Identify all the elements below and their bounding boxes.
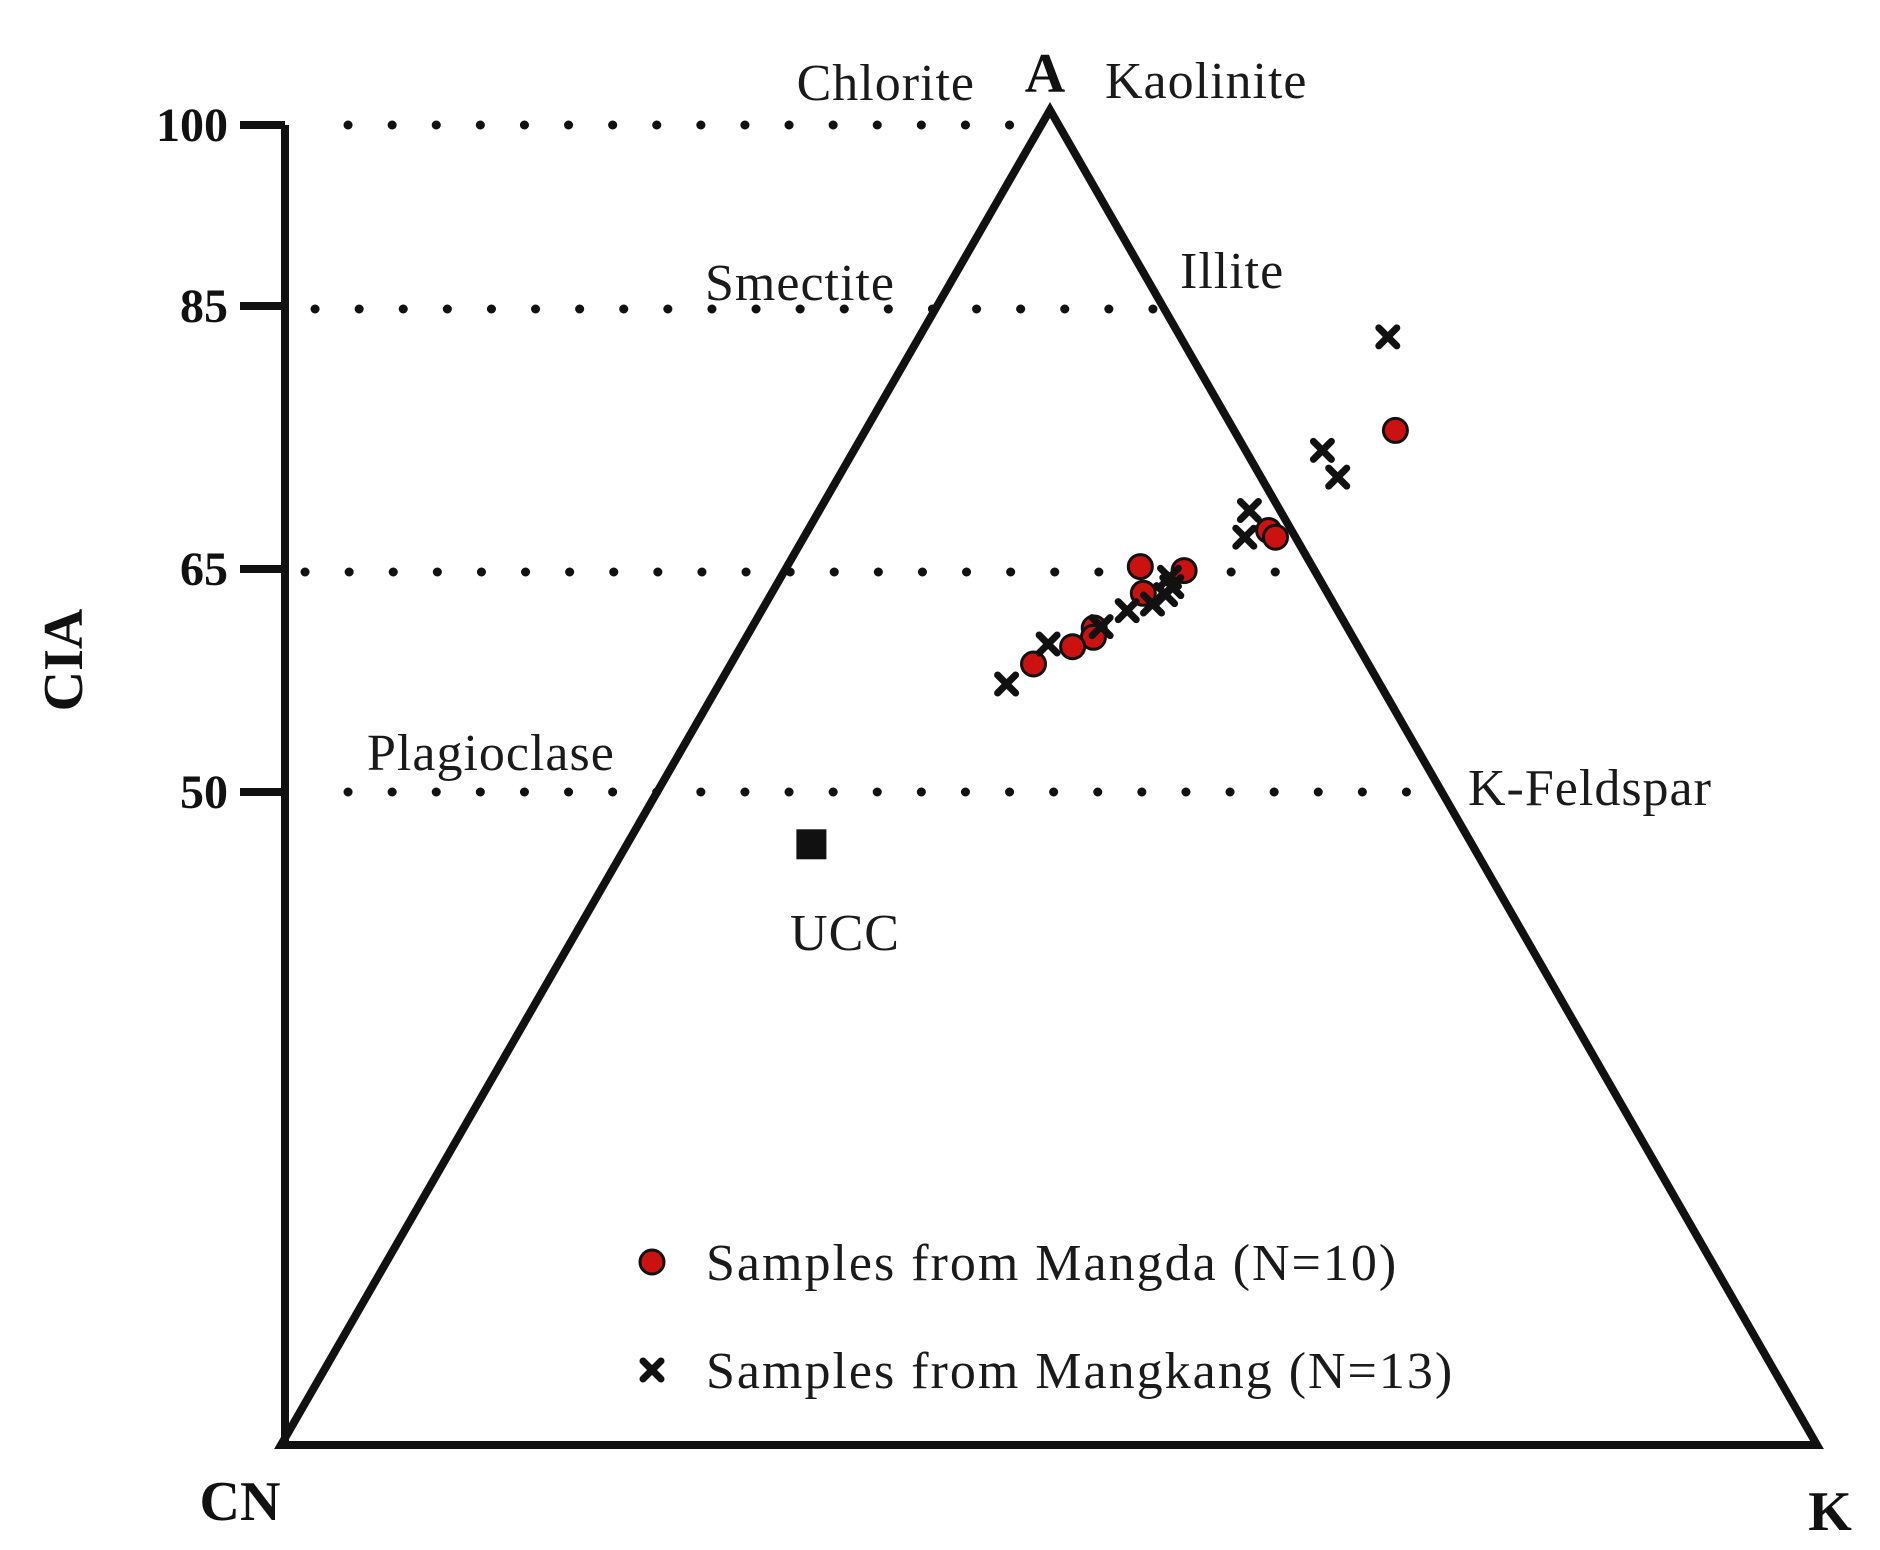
mangkang-point-11 xyxy=(1088,614,1114,640)
mangkang-point-3 xyxy=(1325,464,1351,490)
mangkang-point-4 xyxy=(1236,498,1262,523)
mangda-point-1 xyxy=(1381,416,1409,444)
label-smectite: Smectite xyxy=(705,255,895,312)
legend-label-mangda: Samples from Mangda (N=10) xyxy=(706,1235,1398,1292)
ucc-marker xyxy=(796,829,827,860)
series-mangkang xyxy=(994,324,1401,697)
cia-tick-label-85: 85 xyxy=(180,280,228,333)
cia-tick-label-65: 65 xyxy=(180,543,228,596)
mangkang-point-2 xyxy=(1309,437,1335,463)
label-plagioclase: Plagioclase xyxy=(367,725,615,782)
legend: Samples from Mangda (N=10) Samples from … xyxy=(638,1235,1454,1400)
vertex-label-cn: CN xyxy=(200,1471,281,1533)
label-chlorite: Chlorite xyxy=(797,55,975,112)
mangkang-point-10 xyxy=(1114,598,1140,624)
mangkang-point-12 xyxy=(1035,631,1061,657)
vertex-label-k: K xyxy=(1808,1481,1852,1543)
mangkang-point-9 xyxy=(1140,591,1165,617)
vertex-label-a: A xyxy=(1025,43,1066,105)
legend-label-mangkang: Samples from Mangkang (N=13) xyxy=(706,1343,1454,1400)
legend-marker-mangda xyxy=(638,1248,666,1276)
ucc-label: UCC xyxy=(790,905,900,962)
legend-marker-mangkang xyxy=(639,1357,665,1383)
cia-axis-title: CIA xyxy=(33,608,95,711)
mangkang-point-1 xyxy=(1375,324,1401,350)
mangkang-point-13 xyxy=(994,671,1020,697)
mangda-point-5 xyxy=(1126,553,1154,581)
label-kaolinite: Kaolinite xyxy=(1105,53,1308,110)
mangkang-point-5 xyxy=(1232,524,1258,550)
mangda-point-9 xyxy=(1020,650,1047,678)
ternary-triangle xyxy=(274,101,1824,1449)
cia-tick-label-50: 50 xyxy=(180,766,228,819)
label-illite: Illite xyxy=(1180,243,1284,300)
label-k-feldspar: K-Feldspar xyxy=(1468,760,1712,817)
cia-tick-label-100: 100 xyxy=(156,99,228,152)
mangda-point-8 xyxy=(1059,633,1087,661)
mangda-point-3 xyxy=(1262,523,1289,551)
